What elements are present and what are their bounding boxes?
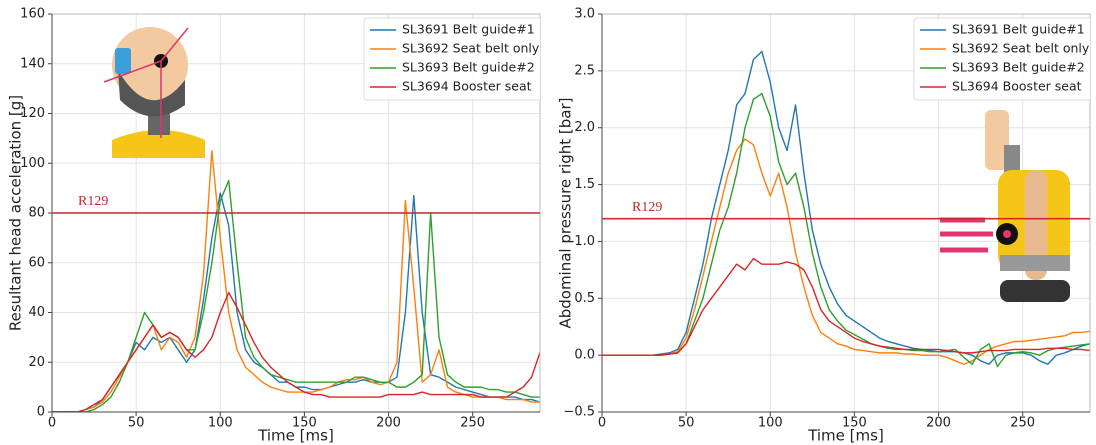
y-tick-label: 0.0 xyxy=(574,348,595,363)
x-tick-label: 0 xyxy=(598,416,606,431)
x-tick-label: 200 xyxy=(926,416,951,431)
legend-label: SL3691 Belt guide#1 xyxy=(402,22,535,37)
y-tick-label: 0 xyxy=(37,405,45,420)
x-tick-label: 150 xyxy=(842,416,867,431)
legend-label: SL3692 Seat belt only xyxy=(952,41,1090,56)
x-axis-label: Time [ms] xyxy=(807,427,884,445)
y-tick-label: 140 xyxy=(20,56,45,71)
y-tick-label: 0.5 xyxy=(574,291,595,306)
legend-label: SL3692 Seat belt only xyxy=(402,41,540,56)
x-tick-label: 100 xyxy=(758,416,783,431)
x-axis-label: Time [ms] xyxy=(257,427,334,445)
legend-label: SL3691 Belt guide#1 xyxy=(952,22,1085,37)
x-tick-label: 200 xyxy=(376,416,401,431)
series-line xyxy=(52,192,540,412)
reference-label: R129 xyxy=(78,194,108,209)
x-tick-label: 250 xyxy=(1010,416,1035,431)
series-line xyxy=(52,150,540,412)
x-tick-label: 150 xyxy=(292,416,317,431)
y-tick-label: 80 xyxy=(28,206,45,221)
series-line xyxy=(602,50,1090,365)
y-axis-label: Resultant head acceleration [g] xyxy=(7,95,25,331)
x-tick-label: 50 xyxy=(128,416,145,431)
legend-box xyxy=(913,17,1090,101)
y-tick-label: 2.5 xyxy=(574,63,595,78)
legend: SL3691 Belt guide#1 SL3692 Seat belt only… xyxy=(363,17,540,101)
y-tick-label: 1.0 xyxy=(574,234,595,249)
series-line xyxy=(52,179,540,412)
y-tick-label: 60 xyxy=(28,255,45,270)
head-inset xyxy=(103,27,205,158)
series-line xyxy=(602,257,1090,356)
reference-label: R129 xyxy=(632,200,662,215)
y-axis-label: Abdominal pressure right [bar] xyxy=(557,97,575,328)
y-tick-label: 120 xyxy=(20,106,45,121)
legend-label: SL3693 Belt guide#2 xyxy=(952,60,1085,75)
y-tick-label: 100 xyxy=(20,156,45,171)
y-tick-label: 160 xyxy=(20,7,45,22)
x-tick-label: 50 xyxy=(678,416,695,431)
x-tick-label: 0 xyxy=(48,416,56,431)
y-tick-label: 1.5 xyxy=(574,177,595,192)
series-line xyxy=(602,138,1090,365)
torso-inset xyxy=(940,110,1070,302)
y-tick-label: 2.0 xyxy=(574,120,595,135)
legend-box xyxy=(363,17,540,101)
series-line xyxy=(52,291,540,412)
legend-label: SL3694 Booster seat xyxy=(402,79,532,94)
y-tick-label: 40 xyxy=(28,305,45,320)
y-tick-label: 3.0 xyxy=(574,7,595,22)
y-tick-label: −0.5 xyxy=(563,405,595,420)
legend-label: SL3694 Booster seat xyxy=(952,79,1082,94)
x-tick-label: 250 xyxy=(460,416,485,431)
legend-label: SL3693 Belt guide#2 xyxy=(402,60,535,75)
x-tick-label: 100 xyxy=(208,416,233,431)
y-tick-label: 20 xyxy=(28,355,45,370)
legend: SL3691 Belt guide#1 SL3692 Seat belt only… xyxy=(913,17,1090,101)
